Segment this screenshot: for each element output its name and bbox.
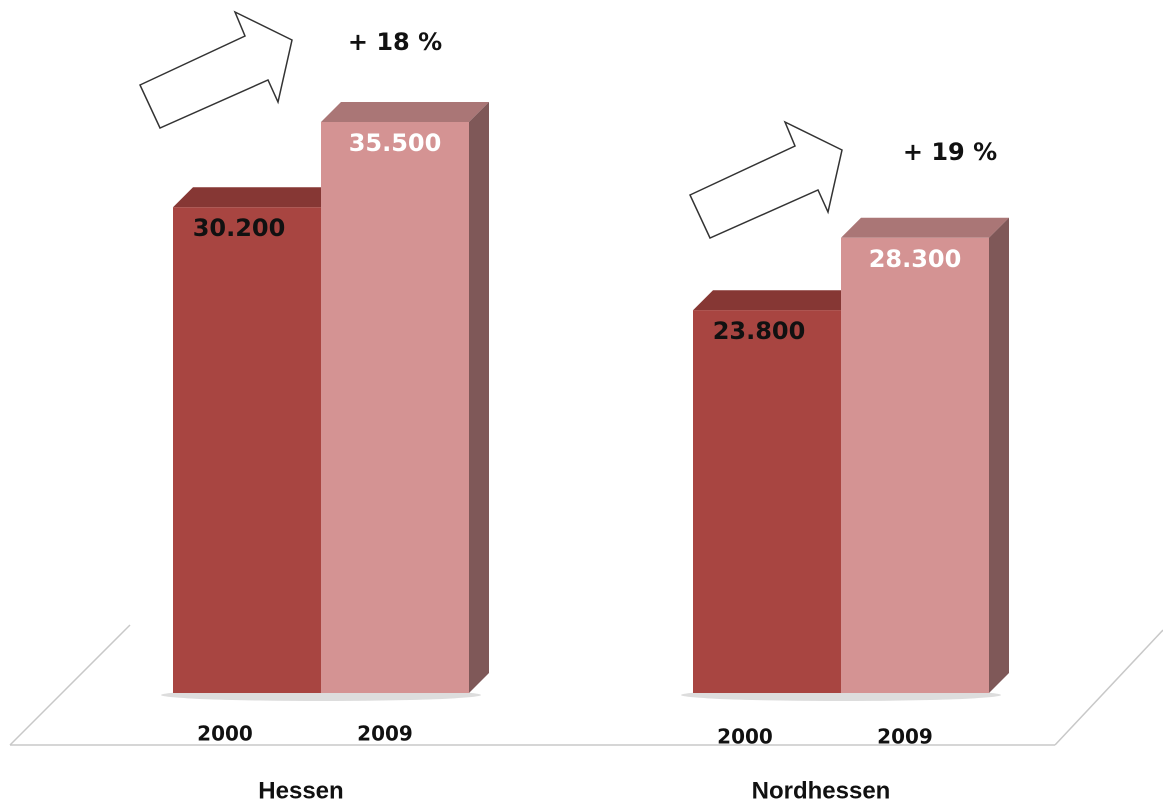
bar-top — [173, 187, 341, 208]
annotation: + 19 % — [903, 138, 997, 166]
annotation: + 18 % — [348, 28, 442, 56]
legend-label: 2000 — [197, 722, 253, 746]
bar-top — [321, 102, 489, 122]
value-label: 30.200 — [193, 214, 286, 242]
legend-label: 2009 — [357, 722, 413, 746]
bar — [841, 237, 989, 693]
value-label: 23.800 — [713, 317, 806, 345]
bar — [321, 122, 469, 693]
bar-top — [693, 290, 861, 311]
legend-label: 2009 — [877, 725, 933, 749]
group-label: Nordhessen — [752, 777, 891, 804]
value-label: 35.500 — [349, 129, 442, 157]
legend-label: 2000 — [717, 725, 773, 749]
floor-edge — [9, 624, 131, 746]
floor — [9, 624, 1163, 746]
bar-side — [989, 217, 1009, 693]
bar — [693, 310, 841, 693]
arrow — [139, 10, 293, 129]
bar-top — [841, 217, 1009, 238]
value-label: 28.300 — [869, 245, 962, 273]
arrow — [689, 120, 843, 239]
floor-edge — [1054, 629, 1163, 746]
group-label: Hessen — [258, 777, 343, 804]
bar — [173, 207, 321, 693]
bar-side — [469, 102, 489, 693]
